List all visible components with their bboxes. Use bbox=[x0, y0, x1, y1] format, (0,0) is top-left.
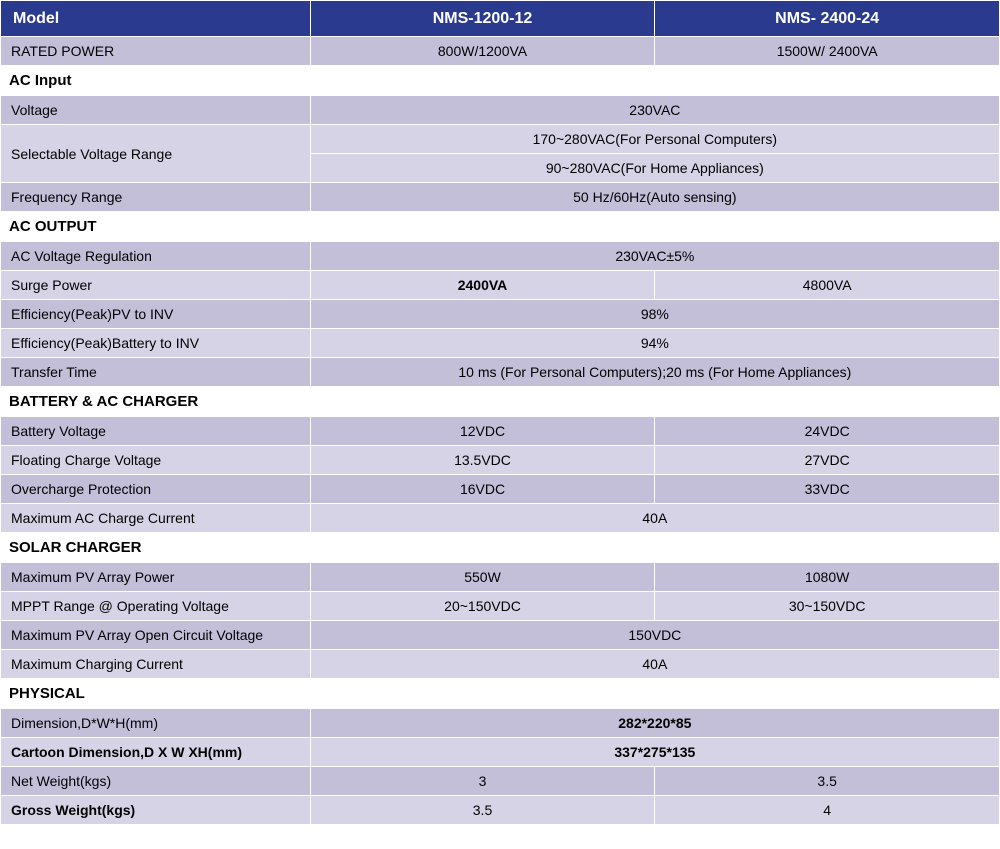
ac-output-section: AC OUTPUT bbox=[1, 212, 1000, 242]
open-val: 150VDC bbox=[310, 621, 999, 650]
net-b: 3.5 bbox=[655, 767, 1000, 796]
over-b: 33VDC bbox=[655, 475, 1000, 504]
spec-table: Model NMS-1200-12 NMS- 2400-24 RATED POW… bbox=[0, 0, 1000, 825]
rated-power-b: 1500W/ 2400VA bbox=[655, 37, 1000, 66]
max-pv-b: 1080W bbox=[655, 563, 1000, 592]
header-row: Model NMS-1200-12 NMS- 2400-24 bbox=[1, 1, 1000, 37]
eff-pv-label: Efficiency(Peak)PV to INV bbox=[1, 300, 311, 329]
eff-bat-val: 94% bbox=[310, 329, 999, 358]
reg-label: AC Voltage Regulation bbox=[1, 242, 311, 271]
max-chg-label: Maximum Charging Current bbox=[1, 650, 311, 679]
over-row: Overcharge Protection 16VDC 33VDC bbox=[1, 475, 1000, 504]
header-model-b: NMS- 2400-24 bbox=[655, 1, 1000, 37]
freq-val: 50 Hz/60Hz(Auto sensing) bbox=[310, 183, 999, 212]
eff-pv-val: 98% bbox=[310, 300, 999, 329]
physical-section: PHYSICAL bbox=[1, 679, 1000, 709]
net-a: 3 bbox=[310, 767, 655, 796]
net-row: Net Weight(kgs) 3 3.5 bbox=[1, 767, 1000, 796]
solar-section: SOLAR CHARGER bbox=[1, 533, 1000, 563]
header-model-label: Model bbox=[1, 1, 311, 37]
battery-section: BATTERY & AC CHARGER bbox=[1, 387, 1000, 417]
open-label: Maximum PV Array Open Circuit Voltage bbox=[1, 621, 311, 650]
reg-val: 230VAC±5% bbox=[310, 242, 999, 271]
max-ac-row: Maximum AC Charge Current 40A bbox=[1, 504, 1000, 533]
float-row: Floating Charge Voltage 13.5VDC 27VDC bbox=[1, 446, 1000, 475]
freq-label: Frequency Range bbox=[1, 183, 311, 212]
freq-row: Frequency Range 50 Hz/60Hz(Auto sensing) bbox=[1, 183, 1000, 212]
mppt-label: MPPT Range @ Operating Voltage bbox=[1, 592, 311, 621]
surge-b: 4800VA bbox=[655, 271, 1000, 300]
carton-val: 337*275*135 bbox=[310, 738, 999, 767]
gross-row: Gross Weight(kgs) 3.5 4 bbox=[1, 796, 1000, 825]
rated-power-row: RATED POWER 800W/1200VA 1500W/ 2400VA bbox=[1, 37, 1000, 66]
bat-voltage-label: Battery Voltage bbox=[1, 417, 311, 446]
voltage-label: Voltage bbox=[1, 96, 311, 125]
voltage-val: 230VAC bbox=[310, 96, 999, 125]
dim-label: Dimension,D*W*H(mm) bbox=[1, 709, 311, 738]
max-ac-label: Maximum AC Charge Current bbox=[1, 504, 311, 533]
float-b: 27VDC bbox=[655, 446, 1000, 475]
over-label: Overcharge Protection bbox=[1, 475, 311, 504]
gross-b: 4 bbox=[655, 796, 1000, 825]
transfer-row: Transfer Time 10 ms (For Personal Comput… bbox=[1, 358, 1000, 387]
ac-output-title: AC OUTPUT bbox=[1, 212, 1000, 242]
max-chg-row: Maximum Charging Current 40A bbox=[1, 650, 1000, 679]
max-pv-label: Maximum PV Array Power bbox=[1, 563, 311, 592]
gross-label: Gross Weight(kgs) bbox=[1, 796, 311, 825]
float-label: Floating Charge Voltage bbox=[1, 446, 311, 475]
battery-title: BATTERY & AC CHARGER bbox=[1, 387, 1000, 417]
carton-label: Cartoon Dimension,D X W XH(mm) bbox=[1, 738, 311, 767]
carton-row: Cartoon Dimension,D X W XH(mm) 337*275*1… bbox=[1, 738, 1000, 767]
over-a: 16VDC bbox=[310, 475, 655, 504]
surge-a: 2400VA bbox=[310, 271, 655, 300]
reg-row: AC Voltage Regulation 230VAC±5% bbox=[1, 242, 1000, 271]
sel-range-line2: 90~280VAC(For Home Appliances) bbox=[310, 154, 999, 183]
rated-power-a: 800W/1200VA bbox=[310, 37, 655, 66]
transfer-label: Transfer Time bbox=[1, 358, 311, 387]
dim-val: 282*220*85 bbox=[310, 709, 999, 738]
sel-range-label: Selectable Voltage Range bbox=[1, 125, 311, 183]
mppt-b: 30~150VDC bbox=[655, 592, 1000, 621]
voltage-row: Voltage 230VAC bbox=[1, 96, 1000, 125]
max-pv-a: 550W bbox=[310, 563, 655, 592]
surge-label: Surge Power bbox=[1, 271, 311, 300]
dim-row: Dimension,D*W*H(mm) 282*220*85 bbox=[1, 709, 1000, 738]
net-label: Net Weight(kgs) bbox=[1, 767, 311, 796]
max-pv-row: Maximum PV Array Power 550W 1080W bbox=[1, 563, 1000, 592]
bat-voltage-row: Battery Voltage 12VDC 24VDC bbox=[1, 417, 1000, 446]
physical-title: PHYSICAL bbox=[1, 679, 1000, 709]
solar-title: SOLAR CHARGER bbox=[1, 533, 1000, 563]
bat-voltage-b: 24VDC bbox=[655, 417, 1000, 446]
mppt-a: 20~150VDC bbox=[310, 592, 655, 621]
bat-voltage-a: 12VDC bbox=[310, 417, 655, 446]
float-a: 13.5VDC bbox=[310, 446, 655, 475]
sel-range-row1: Selectable Voltage Range 170~280VAC(For … bbox=[1, 125, 1000, 154]
mppt-row: MPPT Range @ Operating Voltage 20~150VDC… bbox=[1, 592, 1000, 621]
transfer-val: 10 ms (For Personal Computers);20 ms (Fo… bbox=[310, 358, 999, 387]
eff-pv-row: Efficiency(Peak)PV to INV 98% bbox=[1, 300, 1000, 329]
rated-power-label: RATED POWER bbox=[1, 37, 311, 66]
max-ac-val: 40A bbox=[310, 504, 999, 533]
open-row: Maximum PV Array Open Circuit Voltage 15… bbox=[1, 621, 1000, 650]
sel-range-line1: 170~280VAC(For Personal Computers) bbox=[310, 125, 999, 154]
ac-input-title: AC Input bbox=[1, 66, 1000, 96]
ac-input-section: AC Input bbox=[1, 66, 1000, 96]
surge-row: Surge Power 2400VA 4800VA bbox=[1, 271, 1000, 300]
header-model-a: NMS-1200-12 bbox=[310, 1, 655, 37]
max-chg-val: 40A bbox=[310, 650, 999, 679]
eff-bat-row: Efficiency(Peak)Battery to INV 94% bbox=[1, 329, 1000, 358]
eff-bat-label: Efficiency(Peak)Battery to INV bbox=[1, 329, 311, 358]
gross-a: 3.5 bbox=[310, 796, 655, 825]
